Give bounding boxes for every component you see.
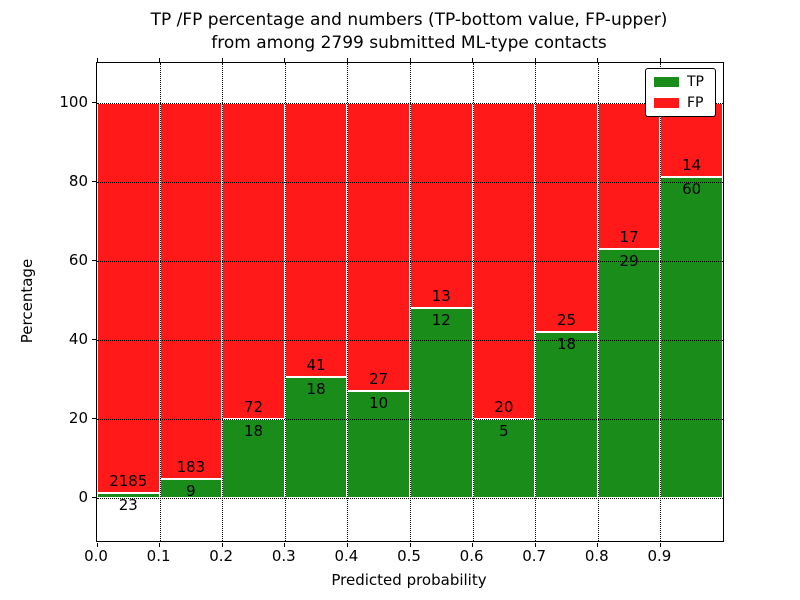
x-tick-label: 0.4 xyxy=(334,547,359,565)
bar-segment-tp xyxy=(222,418,285,498)
bar-label-fp: 27 xyxy=(369,369,389,388)
legend-entry-tp: TP xyxy=(654,75,707,89)
x-tick-label: 0.5 xyxy=(397,547,421,565)
x-tick xyxy=(409,542,411,547)
legend-label-fp: FP xyxy=(687,95,704,111)
v-gridline xyxy=(347,63,349,541)
legend-swatch-fp-icon xyxy=(654,98,679,108)
bar-label-tp: 23 xyxy=(118,496,138,515)
x-tick-top xyxy=(659,57,661,62)
x-tick-top xyxy=(346,57,348,62)
x-tick-top xyxy=(221,57,223,62)
x-tick xyxy=(472,542,474,547)
x-tick xyxy=(346,542,348,547)
v-gridline xyxy=(222,63,224,541)
bar-label-tp: 9 xyxy=(186,482,196,501)
x-tick-top xyxy=(96,57,98,62)
x-tick xyxy=(159,542,161,547)
x-tick-top xyxy=(409,57,411,62)
legend: TP FP xyxy=(645,68,716,117)
bar-label-fp: 41 xyxy=(306,356,326,375)
x-tick xyxy=(597,542,599,547)
x-tick-top xyxy=(159,57,161,62)
legend-label-tp: TP xyxy=(687,74,704,90)
x-tick-label: 0.2 xyxy=(209,547,234,565)
x-axis-label: Predicted probability xyxy=(331,571,487,589)
bar-label-tp: 10 xyxy=(369,393,389,412)
bar-segment-tp xyxy=(410,307,473,498)
bar-label-fp: 2185 xyxy=(109,472,148,491)
bar-segment-fp xyxy=(535,102,598,333)
v-gridline xyxy=(410,63,411,541)
bar-label-fp: 17 xyxy=(619,227,639,246)
y-tick-label: 40 xyxy=(68,329,88,348)
x-tick xyxy=(96,542,98,547)
y-tick xyxy=(91,339,96,341)
bar-segment-fp xyxy=(159,102,223,479)
x-tick-top xyxy=(597,57,599,62)
bar-segment-fp xyxy=(597,102,661,249)
v-gridline xyxy=(472,63,474,541)
y-tick-label: 60 xyxy=(68,250,88,269)
x-tick-label: 0.1 xyxy=(146,547,171,565)
x-tick-label: 0.8 xyxy=(584,547,609,565)
x-tick-top xyxy=(472,57,474,62)
v-gridline xyxy=(535,63,537,541)
v-gridline xyxy=(159,63,161,541)
y-tick-label: 100 xyxy=(59,92,88,111)
plot-area: 2185 23 183 9 72 18 41 18 27 10 13 12 20 5 25 18 17 29 14 6… xyxy=(91,57,724,547)
x-tick xyxy=(659,542,661,547)
bar-segment-fp xyxy=(347,102,410,391)
x-tick-label: 0.7 xyxy=(522,547,547,565)
bar-label-fp: 183 xyxy=(176,458,206,477)
y-tick-label: 20 xyxy=(68,408,88,427)
bar-label-fp: 13 xyxy=(431,286,451,305)
bar-segment-fp xyxy=(284,102,348,377)
v-gridline xyxy=(660,63,662,541)
y-tick xyxy=(91,181,96,182)
bar-label-tp: 18 xyxy=(556,335,577,354)
bar-label-tp: 5 xyxy=(499,421,509,440)
x-tick xyxy=(284,542,286,547)
x-tick-label: 0.0 xyxy=(84,547,108,565)
x-tick-top xyxy=(534,57,536,62)
x-tick xyxy=(221,542,223,547)
bar-label-fp: 14 xyxy=(682,156,702,175)
bar-label-fp: 20 xyxy=(494,397,514,416)
bar-label-tp: 29 xyxy=(619,251,639,270)
bar-label-fp: 25 xyxy=(556,311,577,330)
y-tick xyxy=(91,102,96,103)
x-tick-label: 0.3 xyxy=(271,547,296,565)
legend-entry-fp: FP xyxy=(654,96,707,110)
y-tick-label: 0 xyxy=(78,487,88,506)
x-tick-top xyxy=(284,57,286,62)
v-gridline xyxy=(597,63,599,541)
bar-label-tp: 18 xyxy=(243,421,264,440)
x-tick xyxy=(534,542,536,547)
bar-segment-tp xyxy=(660,177,723,498)
y-tick-label: 80 xyxy=(68,171,88,190)
bar-label-fp: 72 xyxy=(243,397,264,416)
y-tick xyxy=(91,418,96,420)
bar-segment-tp xyxy=(597,248,661,498)
legend-swatch-tp-icon xyxy=(654,77,679,87)
bar-label-tp: 18 xyxy=(306,380,326,399)
bar-segment-tp xyxy=(97,493,160,498)
bar-segment-fp xyxy=(410,102,473,308)
bar-segment-fp xyxy=(97,102,160,494)
bar-label-tp: 60 xyxy=(682,180,702,199)
chart-title-line1: TP /FP percentage and numbers (TP-bottom… xyxy=(150,10,668,30)
v-gridline xyxy=(284,63,286,541)
chart-title-line2: from among 2799 submitted ML-type contac… xyxy=(211,33,607,53)
x-tick-label: 0.6 xyxy=(459,547,484,565)
bar-label-tp: 12 xyxy=(431,310,451,329)
y-axis-label: Percentage xyxy=(18,258,36,344)
y-tick xyxy=(91,497,96,499)
chart-title: TP /FP percentage and numbers (TP-bottom… xyxy=(96,9,722,55)
y-tick xyxy=(91,260,96,262)
x-tick-label: 0.9 xyxy=(647,547,672,565)
bar-segment-tp xyxy=(535,332,598,498)
